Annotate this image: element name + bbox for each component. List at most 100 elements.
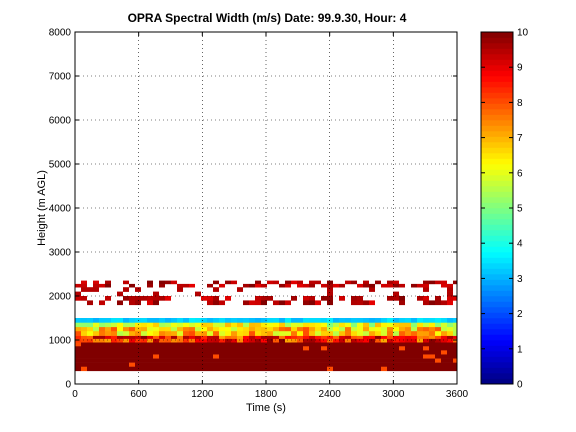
heatmap-cell [429,326,435,332]
heatmap-cell [255,280,261,285]
heatmap-cell [429,338,435,343]
heatmap-cell [147,366,153,372]
heatmap-cell [129,300,135,306]
heatmap-cell [171,342,177,347]
heatmap-cell [165,318,171,323]
heatmap-cell [303,322,309,328]
colorbar-swatch [481,131,513,137]
heatmap-cell [81,331,87,336]
heatmap-cell [357,366,363,372]
heatmap-cell [327,338,333,343]
heatmap-cell [375,346,381,351]
heatmap-cell [171,331,177,336]
heatmap-cell [345,350,351,355]
heatmap-cell [225,350,231,355]
heatmap-cell [351,300,357,306]
heatmap-cell [339,283,345,288]
heatmap-cell [255,331,261,336]
heatmap-cell [87,342,93,347]
heatmap-cell [123,366,129,372]
heatmap-cell [435,300,441,306]
heatmap-cell [99,283,105,288]
heatmap-cell [87,346,93,351]
heatmap-cell [327,296,333,301]
heatmap-cell [141,322,147,328]
heatmap-cell [327,283,333,288]
heatmap-cell [453,318,457,323]
colorbar-swatch [481,76,513,82]
heatmap-cell [387,346,393,351]
heatmap-cell [453,322,457,328]
colorbar-swatch [481,213,513,220]
heatmap-cell [423,342,429,347]
colorbar-swatch [481,241,513,247]
colorbar-tick-label: 8 [517,98,523,109]
heatmap-cell [201,296,207,301]
heatmap-cell [117,362,123,368]
colorbar-swatch [481,48,513,55]
heatmap-cell [417,326,423,332]
heatmap-cell [435,318,441,323]
heatmap-cell [327,318,333,323]
heatmap-cell [375,342,381,347]
heatmap-cell [141,318,147,323]
heatmap-cell [207,335,213,340]
heatmap-cell [309,300,315,306]
heatmap-cell [159,366,165,372]
heatmap-cell [375,331,381,336]
heatmap-cell [417,318,423,323]
heatmap-cell [273,354,279,359]
colorbar-swatch [481,362,513,368]
heatmap-cell [231,354,237,359]
heatmap-cell [381,354,387,359]
heatmap-cell [171,280,177,285]
heatmap-cell [291,350,297,355]
heatmap-cell [261,296,267,301]
heatmap-cell [237,366,243,372]
heatmap-cell [213,322,219,328]
heatmap-cell [273,358,279,363]
heatmap-cell [177,342,183,347]
heatmap-cell [267,346,273,351]
heatmap-cell [393,283,399,288]
heatmap-cell [345,362,351,368]
heatmap-cell [219,350,225,355]
heatmap-cell [87,326,93,332]
heatmap-cell [177,350,183,355]
heatmap-cell [81,280,87,285]
heatmap-cell [243,300,249,306]
heatmap-cell [201,346,207,351]
heatmap-cell [153,342,159,347]
heatmap-cell [207,362,213,368]
colorbar-swatch [481,345,513,352]
heatmap-cell [189,346,195,351]
heatmap-cell [345,335,351,340]
heatmap-cell [453,362,457,368]
heatmap-cell [393,346,399,351]
heatmap-cell [267,362,273,368]
heatmap-cell [81,350,87,355]
heatmap-cell [207,300,213,306]
heatmap-cell [111,322,117,328]
heatmap-cell [111,350,117,355]
heatmap-cell [219,342,225,347]
heatmap-cell [327,362,333,368]
heatmap-cell [303,283,309,288]
heatmap-cell [363,331,369,336]
heatmap-cell [327,300,333,306]
colorbar-swatch [481,169,513,176]
heatmap-cell [447,296,453,301]
heatmap-cell [189,322,195,328]
heatmap-cell [435,366,441,372]
heatmap-cell [135,350,141,355]
heatmap-cell [291,318,297,323]
heatmap-cell [87,350,93,355]
heatmap-cell [93,362,99,368]
heatmap-cell [105,331,111,336]
heatmap-cell [297,322,303,328]
heatmap-cell [417,362,423,368]
heatmap-cell [249,350,255,355]
colorbar-swatch [481,186,513,192]
heatmap-cell [345,346,351,351]
heatmap-cell [219,326,225,332]
